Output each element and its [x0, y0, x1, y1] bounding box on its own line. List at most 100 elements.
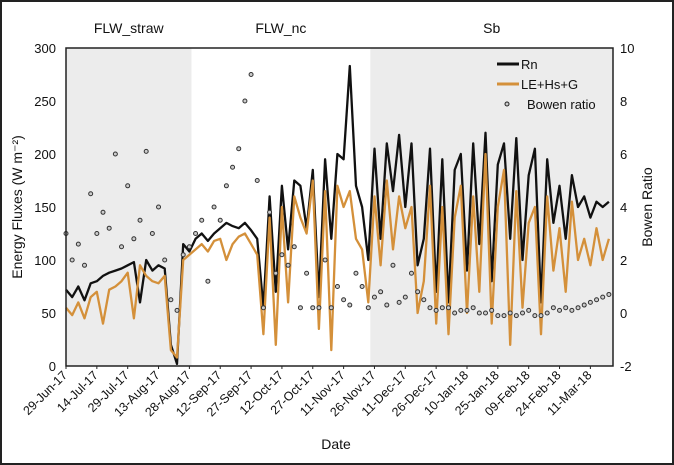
bowen-ratio-point [69, 257, 75, 263]
bowen-ratio-point [162, 257, 168, 263]
bowen-ratio-point [341, 297, 347, 303]
bowen-ratio-point [390, 262, 396, 268]
bowen-ratio-point [242, 98, 248, 104]
series-line-rn [65, 64, 610, 366]
bowen-ratio-point [156, 204, 162, 210]
bowen-ratio-point [476, 310, 482, 316]
bowen-ratio-point [248, 72, 254, 77]
bowen-ratio-point [223, 183, 229, 189]
bowen-ratio-point [532, 313, 538, 319]
y-tick-label: 50 [42, 306, 56, 321]
y2-tick-label: 10 [620, 41, 634, 56]
bowen-ratio-point [587, 299, 593, 305]
bowen-ratio-point [384, 302, 390, 308]
bowen-ratio-point [310, 305, 316, 311]
y-tick-label: 150 [34, 200, 56, 215]
bowen-ratio-point [279, 252, 285, 258]
bowen-ratio-point [285, 262, 291, 268]
y2-tick-label: -2 [620, 359, 632, 374]
bowen-ratio-point [557, 307, 563, 313]
bowen-ratio-point [470, 305, 476, 311]
y-tick-label: 100 [34, 253, 56, 268]
bowen-ratio-point [452, 310, 458, 316]
bowen-ratio-point [112, 151, 118, 157]
bowen-ratio-point [396, 299, 402, 305]
bowen-ratio-point [347, 302, 353, 308]
y-axis-label: Energy Fluxes (W m⁻²) [9, 135, 25, 279]
bowen-ratio-point [180, 252, 186, 258]
bowen-ratio-point [408, 270, 414, 276]
y-tick-label: 0 [49, 359, 56, 374]
bowen-ratio-point [520, 310, 526, 316]
bowen-ratio-point [82, 262, 88, 268]
bowen-ratio-point [267, 209, 273, 215]
plot-area-border [65, 47, 614, 367]
bowen-ratio-point [526, 307, 532, 313]
bowen-ratio-point [125, 183, 131, 189]
bowen-ratio-point [236, 146, 242, 152]
bowen-ratio-point [297, 305, 303, 311]
bowen-ratio-point [193, 231, 199, 236]
bowen-ratio-point [569, 307, 575, 313]
bowen-ratio-point [137, 217, 143, 223]
bowen-ratio-point [433, 307, 439, 313]
legend-bowen-label: Bowen ratio [527, 97, 596, 112]
bowen-ratio-point [217, 217, 223, 223]
bowen-ratio-point [513, 313, 519, 319]
bowen-ratio-point [415, 289, 421, 295]
bowen-ratio-point [119, 244, 125, 250]
region-label: Sb [483, 20, 500, 36]
bowen-ratio-point [594, 297, 600, 303]
bowen-ratio-point [291, 244, 297, 250]
series-line-le-hs-g [65, 152, 611, 359]
bowen-ratio-point [359, 284, 365, 289]
region-label: FLW_straw [94, 20, 165, 36]
bowen-ratio-point [199, 217, 205, 223]
bowen-ratio-point [328, 305, 334, 311]
bowen-ratio-point [353, 270, 359, 276]
bowen-ratio-point [316, 305, 322, 311]
bowen-ratio-point [563, 305, 569, 311]
bowen-ratio-point [143, 148, 149, 154]
bowen-ratio-point [458, 307, 464, 313]
legend-bowen-marker [504, 101, 510, 107]
bowen-ratio-point [378, 289, 384, 295]
bowen-ratio-point [538, 313, 544, 319]
y-tick-label: 200 [34, 147, 56, 162]
bowen-ratio-point [106, 225, 112, 231]
bowen-ratio-point [100, 209, 106, 215]
bowen-ratio-point [186, 244, 192, 250]
bowen-ratio-point [581, 302, 587, 308]
bowen-ratio-point [550, 305, 556, 311]
bowen-ratio-point [495, 313, 501, 319]
legend-rn-label: Rn [521, 57, 538, 72]
bowen-ratio-point [600, 294, 606, 300]
bowen-ratio-point [501, 313, 507, 319]
bowen-ratio-point [211, 204, 217, 210]
series-layer [63, 64, 612, 366]
bowen-ratio-point [260, 305, 266, 311]
bowen-ratio-point [421, 297, 427, 303]
bowen-ratio-point [427, 305, 433, 311]
bowen-ratio-point [575, 305, 581, 311]
bowen-ratio-point [254, 178, 260, 183]
bowen-ratio-point [322, 257, 328, 263]
bowen-ratio-point [304, 270, 310, 276]
bowen-ratio-point [544, 310, 550, 316]
y2-axis-label: Bowen Ratio [639, 167, 655, 247]
y2-tick-label: 0 [620, 306, 627, 321]
bowen-ratio-point [365, 305, 371, 311]
bowen-ratio-point [334, 284, 340, 289]
bowen-ratio-point [168, 297, 174, 303]
bowen-ratio-point [371, 294, 377, 300]
bowen-ratio-point [205, 278, 211, 284]
region-label: FLW_nc [255, 20, 306, 36]
legend: Rn LE+Hs+G Bowen ratio [497, 57, 596, 112]
bowen-ratio-point [94, 231, 100, 236]
y-tick-label: 250 [34, 94, 56, 109]
y2-tick-label: 2 [620, 253, 627, 268]
bowen-ratio-point [483, 310, 489, 316]
x-axis-label: Date [321, 436, 351, 452]
bowen-ratio-point [174, 307, 180, 313]
